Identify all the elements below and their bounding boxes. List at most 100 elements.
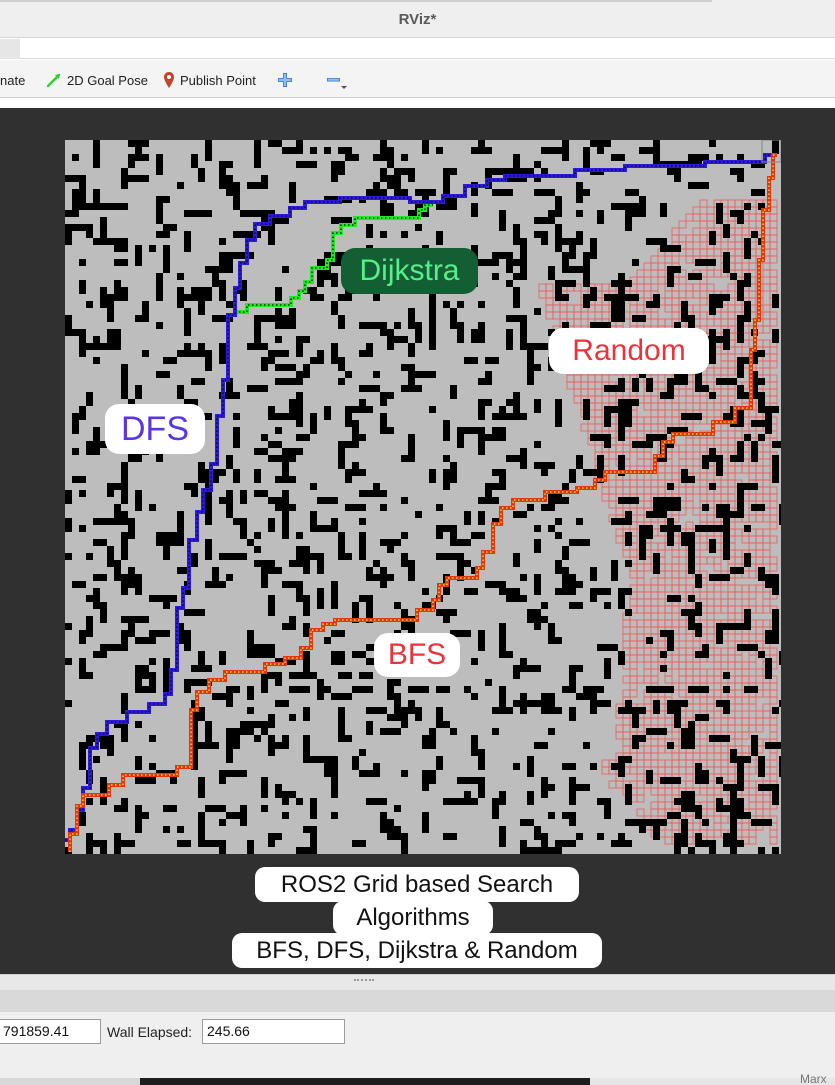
obstacle-cell (121, 798, 128, 812)
obstacle-cell (702, 504, 709, 511)
obstacle-cell (163, 539, 170, 560)
obstacle-cell (128, 175, 149, 182)
obstacle-cell (219, 392, 240, 399)
ros-elapsed-field[interactable]: 791859.41 (0, 1019, 101, 1044)
explored-cell (748, 836, 757, 845)
estimate-tool-button[interactable]: nate (0, 70, 25, 90)
obstacle-cell (142, 812, 149, 819)
obstacle-cell (310, 672, 317, 679)
obstacle-cell (338, 532, 345, 553)
occupancy-grid-map (65, 140, 781, 854)
obstacle-cell (352, 686, 373, 693)
obstacle-cell (471, 329, 478, 343)
obstacle-cell (499, 826, 506, 847)
obstacle-cell (275, 784, 282, 798)
obstacle-cell (541, 784, 548, 791)
obstacle-cell (527, 504, 534, 511)
obstacle-cell (618, 301, 625, 322)
obstacle-cell (555, 406, 562, 420)
obstacle-cell (716, 504, 730, 511)
obstacle-cell (282, 581, 303, 588)
tool-toolbar: nate 2D Goal Pose Publish Point (0, 60, 835, 98)
obstacle-cell (478, 399, 485, 420)
obstacle-cell (177, 840, 191, 847)
obstacle-cell (79, 525, 86, 532)
obstacle-cell (198, 777, 205, 798)
wall-elapsed-label: Wall Elapsed: (107, 1024, 193, 1040)
obstacle-cell (79, 812, 86, 826)
obstacle-cell (555, 245, 562, 252)
obstacle-cell (373, 574, 394, 581)
obstacle-cell (373, 154, 387, 161)
obstacle-cell (79, 742, 86, 749)
goal-pose-tool-button[interactable]: 2D Goal Pose (46, 70, 148, 90)
obstacle-cell (618, 707, 639, 714)
obstacle-cell (303, 336, 310, 343)
obstacle-cell (688, 609, 695, 630)
obstacle-cell (394, 168, 401, 189)
obstacle-cell (296, 847, 317, 854)
obstacle-cell (408, 686, 429, 693)
obstacle-cell (618, 420, 625, 441)
obstacle-cell (562, 686, 569, 693)
obstacle-cell (667, 595, 681, 602)
obstacle-cell (555, 399, 562, 406)
obstacle-cell (716, 154, 723, 161)
obstacle-cell (415, 203, 429, 210)
explored-cell (629, 689, 638, 698)
obstacle-cell (618, 294, 639, 301)
obstacle-cell (436, 707, 443, 721)
obstacle-cell (499, 476, 506, 483)
wall-elapsed-field[interactable]: 245.66 (202, 1019, 345, 1044)
obstacle-cell (422, 770, 429, 791)
obstacle-cell (177, 182, 184, 189)
obstacle-cell (604, 385, 625, 392)
obstacle-cell (135, 140, 142, 161)
publish-point-tool-button[interactable]: Publish Point (163, 70, 256, 90)
obstacle-cell (618, 455, 625, 476)
obstacle-cell (555, 420, 562, 427)
obstacle-cell (289, 399, 296, 413)
obstacle-cell (429, 728, 436, 735)
obstacle-cell (219, 805, 226, 812)
obstacle-cell (394, 322, 401, 329)
splitter-grip[interactable] (354, 979, 374, 983)
obstacle-cell (415, 329, 422, 343)
obstacle-cell (254, 560, 275, 567)
obstacle-cell (597, 798, 604, 805)
obstacle-cell (492, 728, 499, 735)
obstacle-cell (394, 189, 408, 196)
obstacle-cell (478, 434, 485, 455)
obstacle-cell (534, 399, 541, 413)
obstacle-cell (240, 518, 247, 539)
obstacle-cell (415, 511, 422, 518)
obstacle-cell (149, 504, 156, 511)
obstacle-cell (450, 308, 457, 315)
obstacle-cell (618, 707, 625, 714)
obstacle-cell (688, 847, 695, 854)
remove-tool-button[interactable] (326, 70, 348, 90)
obstacle-cell (723, 672, 730, 679)
obstacle-cell (380, 322, 387, 336)
obstacle-cell (436, 721, 450, 728)
menu-strip-segment[interactable] (0, 39, 20, 59)
obstacle-cell (730, 826, 737, 847)
obstacle-cell (751, 371, 758, 378)
obstacle-cell (310, 826, 317, 847)
obstacle-cell (198, 819, 205, 833)
obstacle-cell (282, 266, 289, 273)
obstacle-cell (86, 616, 93, 637)
obstacle-cell (548, 847, 555, 854)
obstacle-cell (331, 301, 338, 315)
obstacle-cell (758, 392, 765, 413)
render-viewport[interactable]: Dijkstra Random DFS BFS ROS2 Grid based … (0, 108, 835, 974)
panel-splitter[interactable] (0, 974, 835, 990)
obstacle-cell (758, 434, 765, 441)
obstacle-cell (310, 357, 324, 364)
obstacle-cell (499, 210, 506, 224)
add-tool-button[interactable] (277, 70, 293, 90)
obstacle-cell (625, 210, 632, 231)
obstacle-cell (184, 399, 198, 406)
obstacle-cell (338, 553, 345, 560)
obstacle-cell (359, 595, 373, 602)
